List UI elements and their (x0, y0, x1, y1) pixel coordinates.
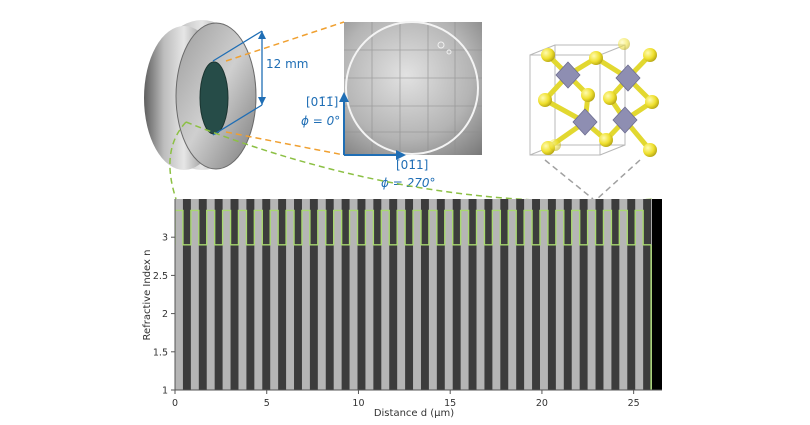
direction-horizontal-label: [01̄1] (396, 158, 428, 172)
refractive-index-chart: 0 5 10 15 20 25 1 1.5 2 2.5 3 Distance d (μm) Ref… (142, 199, 662, 419)
chart-axes (174, 199, 662, 391)
layer-stripe (222, 199, 231, 390)
microscope-image (344, 21, 482, 155)
index-profile-series (175, 209, 652, 390)
stripe-pattern (175, 199, 655, 390)
diameter-label: 12 mm (266, 57, 308, 71)
layer-stripe (587, 199, 596, 390)
layer-stripe (508, 199, 517, 390)
layer-stripe (190, 199, 199, 390)
layer-stripe (254, 199, 263, 390)
layer-stripe (175, 199, 183, 390)
x-tick-label: 0 (172, 398, 178, 409)
layer-stripe (524, 199, 533, 390)
layer-stripe (603, 199, 612, 390)
layer-stripe (619, 199, 628, 390)
y-axis-ticks: 1 1.5 2 2.5 3 (153, 233, 175, 397)
x-axis-ticks: 0 5 10 15 20 25 (172, 390, 640, 409)
x-tick-label: 15 (444, 398, 456, 409)
layer-stripe (571, 199, 580, 390)
y-tick-label: 1 (162, 386, 168, 397)
layer-stripe (492, 199, 501, 390)
y-tick-label: 2 (162, 309, 168, 320)
x-tick-label: 25 (628, 398, 640, 409)
y-tick-label: 2.5 (153, 271, 168, 282)
layer-stripe (635, 199, 644, 390)
direction-vertical-label: [01̄1̄] (306, 95, 338, 109)
sample-disk (144, 20, 257, 170)
layer-stripe (555, 199, 564, 390)
index-profile-line (175, 209, 652, 246)
layer-stripe (286, 199, 295, 390)
y-axis-title: Refractive Index n (142, 250, 153, 341)
zoom-connector-orange (225, 21, 345, 156)
layer-stripe (476, 199, 485, 390)
x-tick-label: 10 (352, 398, 364, 409)
diameter-dimension: 12 mm (212, 30, 308, 136)
layer-stripe (539, 199, 548, 390)
y-tick-label: 3 (162, 233, 168, 244)
layer-stripe (270, 199, 279, 390)
layer-stripe (349, 199, 358, 390)
y-tick-label: 1.5 (153, 347, 168, 358)
layer-stripe (365, 199, 374, 390)
crystal-structure (529, 38, 659, 157)
layer-stripe (444, 199, 453, 390)
orientation-axes: [01̄1̄] ϕ = 0° [01̄1] ϕ = 270° (301, 92, 436, 190)
sample-window (199, 61, 229, 135)
layer-stripe (317, 199, 326, 390)
x-axis-title: Distance d (μm) (374, 408, 454, 419)
chart-black-edge (652, 199, 662, 390)
layer-stripe (428, 199, 437, 390)
phi-vertical-label: ϕ = 0° (301, 114, 340, 128)
phi-horizontal-label: ϕ = 270° (381, 176, 436, 190)
layer-stripe (397, 199, 406, 390)
layer-stripe (381, 199, 390, 390)
layer-stripe (301, 199, 310, 390)
layer-stripe (413, 199, 421, 390)
layer-stripe (333, 199, 342, 390)
x-tick-label: 20 (536, 398, 548, 409)
zoom-connector-gray (544, 159, 641, 200)
x-tick-label: 5 (264, 398, 270, 409)
layer-stripe (206, 199, 215, 390)
layer-stripe (460, 199, 469, 390)
layer-stripe (238, 199, 247, 390)
